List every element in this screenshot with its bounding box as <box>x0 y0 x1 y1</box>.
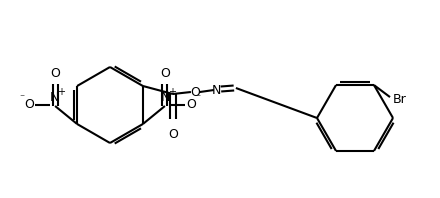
Text: N: N <box>49 91 59 104</box>
Text: O: O <box>24 97 34 110</box>
Text: Br: Br <box>393 93 407 106</box>
Text: +: + <box>168 87 176 97</box>
Text: O: O <box>168 128 178 141</box>
Text: O: O <box>190 86 200 98</box>
Text: O: O <box>160 67 170 80</box>
Text: ⁻: ⁻ <box>19 93 25 103</box>
Text: +: + <box>57 87 65 97</box>
Text: N: N <box>161 91 171 104</box>
Text: O: O <box>186 97 196 110</box>
Text: ⁻: ⁻ <box>195 93 201 103</box>
Text: N: N <box>212 84 222 96</box>
Text: O: O <box>50 67 60 80</box>
